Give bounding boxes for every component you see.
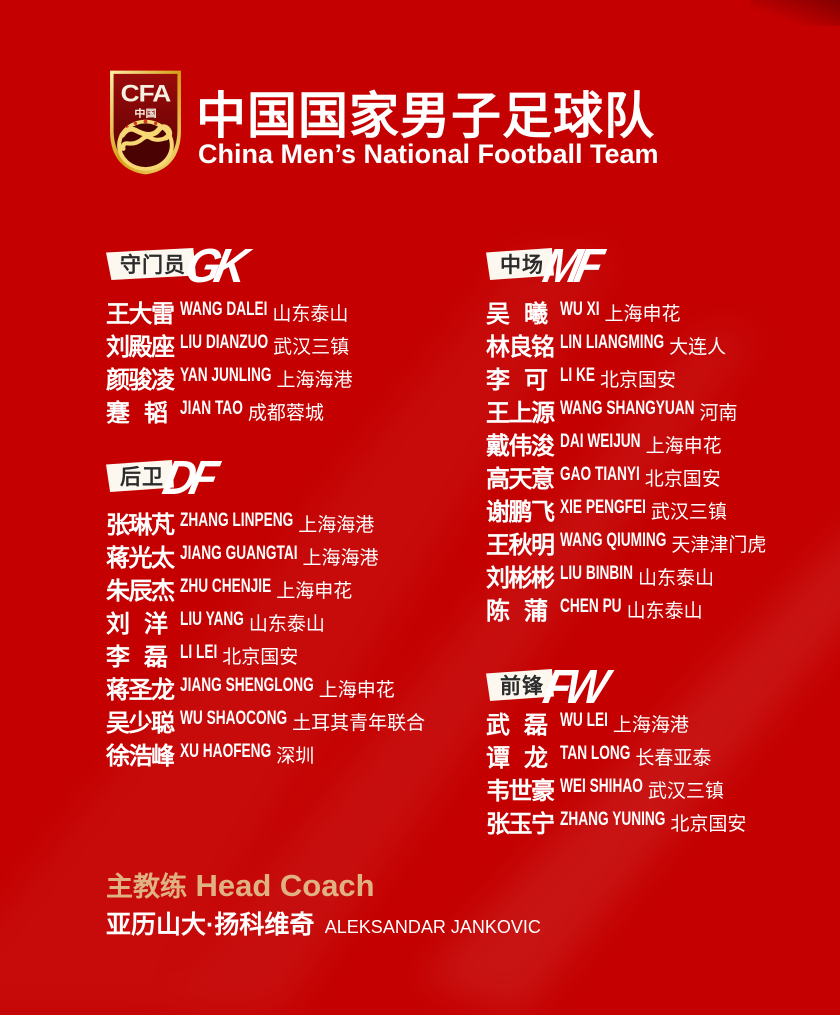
svg-text:CFA: CFA <box>121 81 172 107</box>
svg-text:中国: 中国 <box>134 108 156 120</box>
